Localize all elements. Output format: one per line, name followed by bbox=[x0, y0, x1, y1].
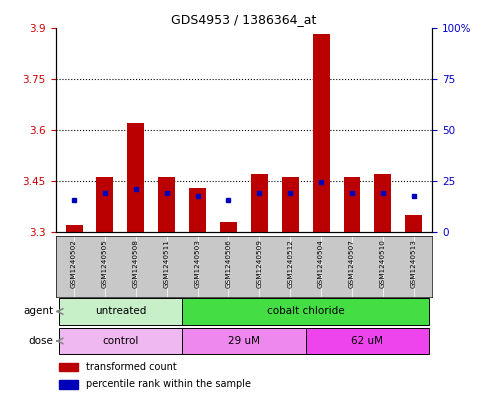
Text: GSM1240504: GSM1240504 bbox=[318, 239, 324, 288]
Text: GSM1240513: GSM1240513 bbox=[411, 239, 417, 288]
Text: GSM1240503: GSM1240503 bbox=[195, 239, 200, 288]
Bar bbox=[158, 177, 175, 232]
Bar bbox=[189, 187, 206, 232]
Bar bbox=[58, 328, 182, 354]
Bar bbox=[58, 298, 182, 325]
Text: GSM1240506: GSM1240506 bbox=[226, 239, 231, 288]
Text: GSM1240512: GSM1240512 bbox=[287, 239, 293, 288]
Bar bbox=[374, 174, 391, 232]
Bar bbox=[282, 177, 298, 232]
Bar bbox=[128, 123, 144, 232]
Text: control: control bbox=[102, 336, 139, 346]
Bar bbox=[97, 177, 114, 232]
Bar bbox=[182, 298, 429, 325]
Bar bbox=[313, 34, 329, 232]
Bar bbox=[59, 363, 78, 371]
Text: dose: dose bbox=[28, 336, 53, 346]
Text: GSM1240505: GSM1240505 bbox=[102, 239, 108, 288]
Text: GSM1240510: GSM1240510 bbox=[380, 239, 386, 288]
Text: GSM1240511: GSM1240511 bbox=[164, 239, 170, 288]
Title: GDS4953 / 1386364_at: GDS4953 / 1386364_at bbox=[171, 13, 316, 26]
Bar bbox=[59, 380, 78, 389]
Bar bbox=[306, 328, 429, 354]
Bar bbox=[343, 177, 360, 232]
Text: 29 uM: 29 uM bbox=[228, 336, 260, 346]
Bar bbox=[405, 215, 422, 232]
Bar bbox=[220, 222, 237, 232]
Text: cobalt chloride: cobalt chloride bbox=[267, 307, 344, 316]
Text: transformed count: transformed count bbox=[85, 362, 176, 372]
Text: 62 uM: 62 uM bbox=[352, 336, 384, 346]
Text: GSM1240502: GSM1240502 bbox=[71, 239, 77, 288]
Text: untreated: untreated bbox=[95, 307, 146, 316]
Bar bbox=[251, 174, 268, 232]
Bar bbox=[66, 225, 83, 232]
Text: GSM1240509: GSM1240509 bbox=[256, 239, 262, 288]
Bar bbox=[182, 328, 306, 354]
Text: percentile rank within the sample: percentile rank within the sample bbox=[85, 379, 251, 389]
Text: GSM1240507: GSM1240507 bbox=[349, 239, 355, 288]
Text: agent: agent bbox=[23, 307, 53, 316]
Text: GSM1240508: GSM1240508 bbox=[133, 239, 139, 288]
